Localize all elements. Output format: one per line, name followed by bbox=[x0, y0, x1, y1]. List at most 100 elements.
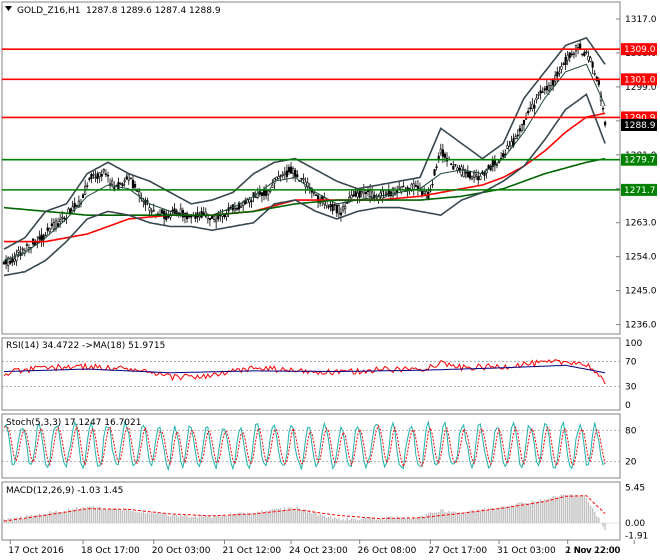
candle-body bbox=[364, 191, 368, 195]
candle-body bbox=[200, 210, 203, 218]
candle-body bbox=[142, 199, 145, 202]
candle-body bbox=[63, 217, 66, 220]
macd-tick-label: 5.45 bbox=[625, 484, 645, 494]
candle-body bbox=[281, 174, 284, 176]
candle-body bbox=[81, 194, 85, 199]
candle-body bbox=[556, 71, 559, 77]
candle-body bbox=[524, 117, 528, 120]
candle-body bbox=[552, 79, 555, 86]
rsi-tick-label: 30 bbox=[625, 382, 637, 392]
candle-body bbox=[327, 206, 330, 208]
price-level-tag bbox=[621, 183, 657, 196]
candle-body bbox=[92, 174, 95, 176]
candle-body bbox=[96, 173, 99, 180]
candle-body bbox=[98, 172, 101, 177]
candle-body bbox=[581, 53, 584, 56]
stoch-tick-label: 80 bbox=[625, 427, 637, 437]
macd-label: MACD(12,26,9) -1.03 1.45 bbox=[6, 486, 123, 496]
stoch-plot: 80 20 bbox=[2, 420, 637, 472]
candle-body bbox=[350, 194, 353, 199]
price-pane[interactable]: 1317.01308.01299.01290.01281.01272.01263… bbox=[1, 1, 657, 335]
price-level-tag bbox=[621, 73, 657, 86]
candle-body bbox=[11, 258, 14, 263]
candle-body bbox=[516, 134, 519, 137]
candle-body bbox=[597, 80, 600, 85]
candle-body bbox=[593, 73, 596, 75]
stoch-pane[interactable]: 80 20 Stoch(5,3,3) 17.1247 16.7021 bbox=[1, 413, 637, 479]
candle-body bbox=[287, 167, 291, 173]
stoch-label: Stoch(5,3,3) 17.1247 16.7021 bbox=[6, 418, 141, 428]
candle-body bbox=[133, 184, 137, 188]
candle-body bbox=[329, 204, 332, 208]
candle-body bbox=[479, 175, 482, 180]
candle-body bbox=[462, 168, 465, 178]
candle-body bbox=[460, 166, 463, 176]
candle-body bbox=[52, 222, 56, 230]
candle-body bbox=[506, 145, 509, 149]
candle-body bbox=[279, 175, 282, 177]
rsi-label: RSI(14) 34.4722 ->MA(18) 51.9715 bbox=[6, 341, 165, 351]
ohlc-label: 1287.8 1289.6 1287.4 1288.9 bbox=[86, 6, 221, 16]
candle-body bbox=[341, 205, 345, 211]
candle-body bbox=[148, 207, 151, 211]
candle-body bbox=[391, 187, 395, 197]
candle-body bbox=[470, 176, 474, 180]
candle-body bbox=[260, 192, 264, 196]
candle-body bbox=[15, 254, 18, 262]
price-tick-label: 1236.0 bbox=[625, 321, 657, 331]
candle-body bbox=[601, 108, 605, 110]
candle-body bbox=[138, 191, 141, 196]
candle-body bbox=[545, 86, 548, 91]
candle-body bbox=[354, 191, 357, 197]
price-level-tag bbox=[621, 153, 657, 166]
candle-body bbox=[289, 166, 293, 174]
candle-body bbox=[267, 190, 270, 195]
candle-body bbox=[73, 202, 76, 208]
candle-body bbox=[435, 166, 438, 168]
candle-body bbox=[414, 185, 417, 187]
candle-body bbox=[21, 248, 24, 250]
rsi-pane-frame bbox=[1, 337, 621, 411]
candle-body bbox=[67, 208, 70, 214]
candle-body bbox=[398, 186, 401, 189]
candle-body bbox=[294, 170, 297, 177]
price-level-label: 1271.7 bbox=[624, 186, 656, 196]
candle-body bbox=[572, 52, 576, 55]
candle-body bbox=[292, 168, 295, 174]
rsi-tick-label: 70 bbox=[625, 358, 637, 368]
candle-body bbox=[127, 174, 130, 181]
rsi-pane[interactable]: 100 70 30 0 RSI(14) 34.4722 ->MA(18) 51.971… bbox=[1, 337, 642, 411]
candle-body bbox=[225, 214, 228, 218]
candle-body bbox=[454, 164, 457, 166]
candle-body bbox=[549, 85, 553, 90]
candle-body bbox=[86, 185, 89, 187]
candle-body bbox=[100, 174, 103, 177]
candle-body bbox=[185, 213, 189, 220]
candle-body bbox=[223, 214, 226, 217]
candle-body bbox=[106, 174, 110, 177]
macd-tick-label: -1.91 bbox=[625, 532, 648, 542]
candle-body bbox=[477, 176, 480, 181]
price-level-tag bbox=[621, 43, 657, 56]
candle-body bbox=[248, 198, 251, 203]
candle-body bbox=[452, 166, 455, 170]
candle-body bbox=[472, 172, 476, 178]
candle-body bbox=[131, 179, 135, 189]
candle-body bbox=[543, 88, 546, 91]
candle-body bbox=[50, 223, 53, 227]
candle-body bbox=[61, 216, 64, 219]
candle-body bbox=[233, 208, 236, 211]
candle-body bbox=[90, 174, 93, 179]
candle-body bbox=[466, 171, 469, 178]
candle-body bbox=[235, 207, 239, 210]
candle-body bbox=[358, 190, 361, 198]
candle-body bbox=[121, 183, 124, 187]
macd-pane[interactable]: 5.45 0.00 -1.91 MACD(12,26,9) -1.03 1.45 bbox=[1, 481, 648, 542]
stoch-signal-line bbox=[3, 424, 606, 468]
candle-body bbox=[254, 196, 257, 199]
candle-body bbox=[604, 121, 607, 126]
candle-body bbox=[271, 184, 274, 188]
candle-body bbox=[104, 173, 108, 175]
candle-body bbox=[333, 204, 336, 206]
